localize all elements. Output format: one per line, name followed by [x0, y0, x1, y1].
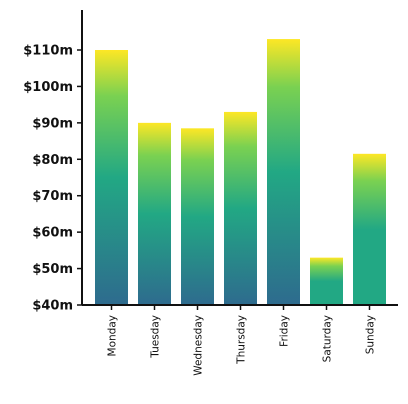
x-axis-ticks: Monday Tuesday Wednesday Thursday Friday Satu…: [107, 305, 377, 376]
y-tick-label: $40m: [32, 299, 73, 314]
x-tick-label: Thursday: [236, 315, 248, 365]
bar-friday: [267, 39, 300, 305]
x-tick-label: Friday: [279, 315, 291, 347]
y-tick-label: $80m: [32, 153, 73, 168]
bar-sunday: [353, 153, 386, 305]
bar-tuesday: [138, 122, 171, 305]
x-tick-label: Wednesday: [193, 315, 205, 376]
bars-layer: [95, 39, 386, 305]
y-axis-ticks: $40m $50m $60m $70m $80m $90m $100m $110m: [23, 44, 82, 314]
y-tick-label: $60m: [32, 226, 73, 241]
bar-wednesday: [181, 128, 214, 305]
bar-saturday: [310, 257, 343, 305]
y-tick-label: $100m: [23, 80, 73, 95]
x-tick-label: Monday: [107, 315, 119, 356]
x-tick-label: Sunday: [365, 315, 377, 354]
x-tick-label: Tuesday: [150, 315, 162, 359]
y-tick-label: $70m: [32, 189, 73, 204]
y-tick-label: $110m: [23, 44, 73, 59]
y-tick-label: $50m: [32, 262, 73, 277]
x-tick-label: Saturday: [322, 315, 334, 362]
bar-monday: [95, 50, 128, 305]
y-tick-label: $90m: [32, 116, 73, 131]
bar-thursday: [224, 111, 257, 305]
